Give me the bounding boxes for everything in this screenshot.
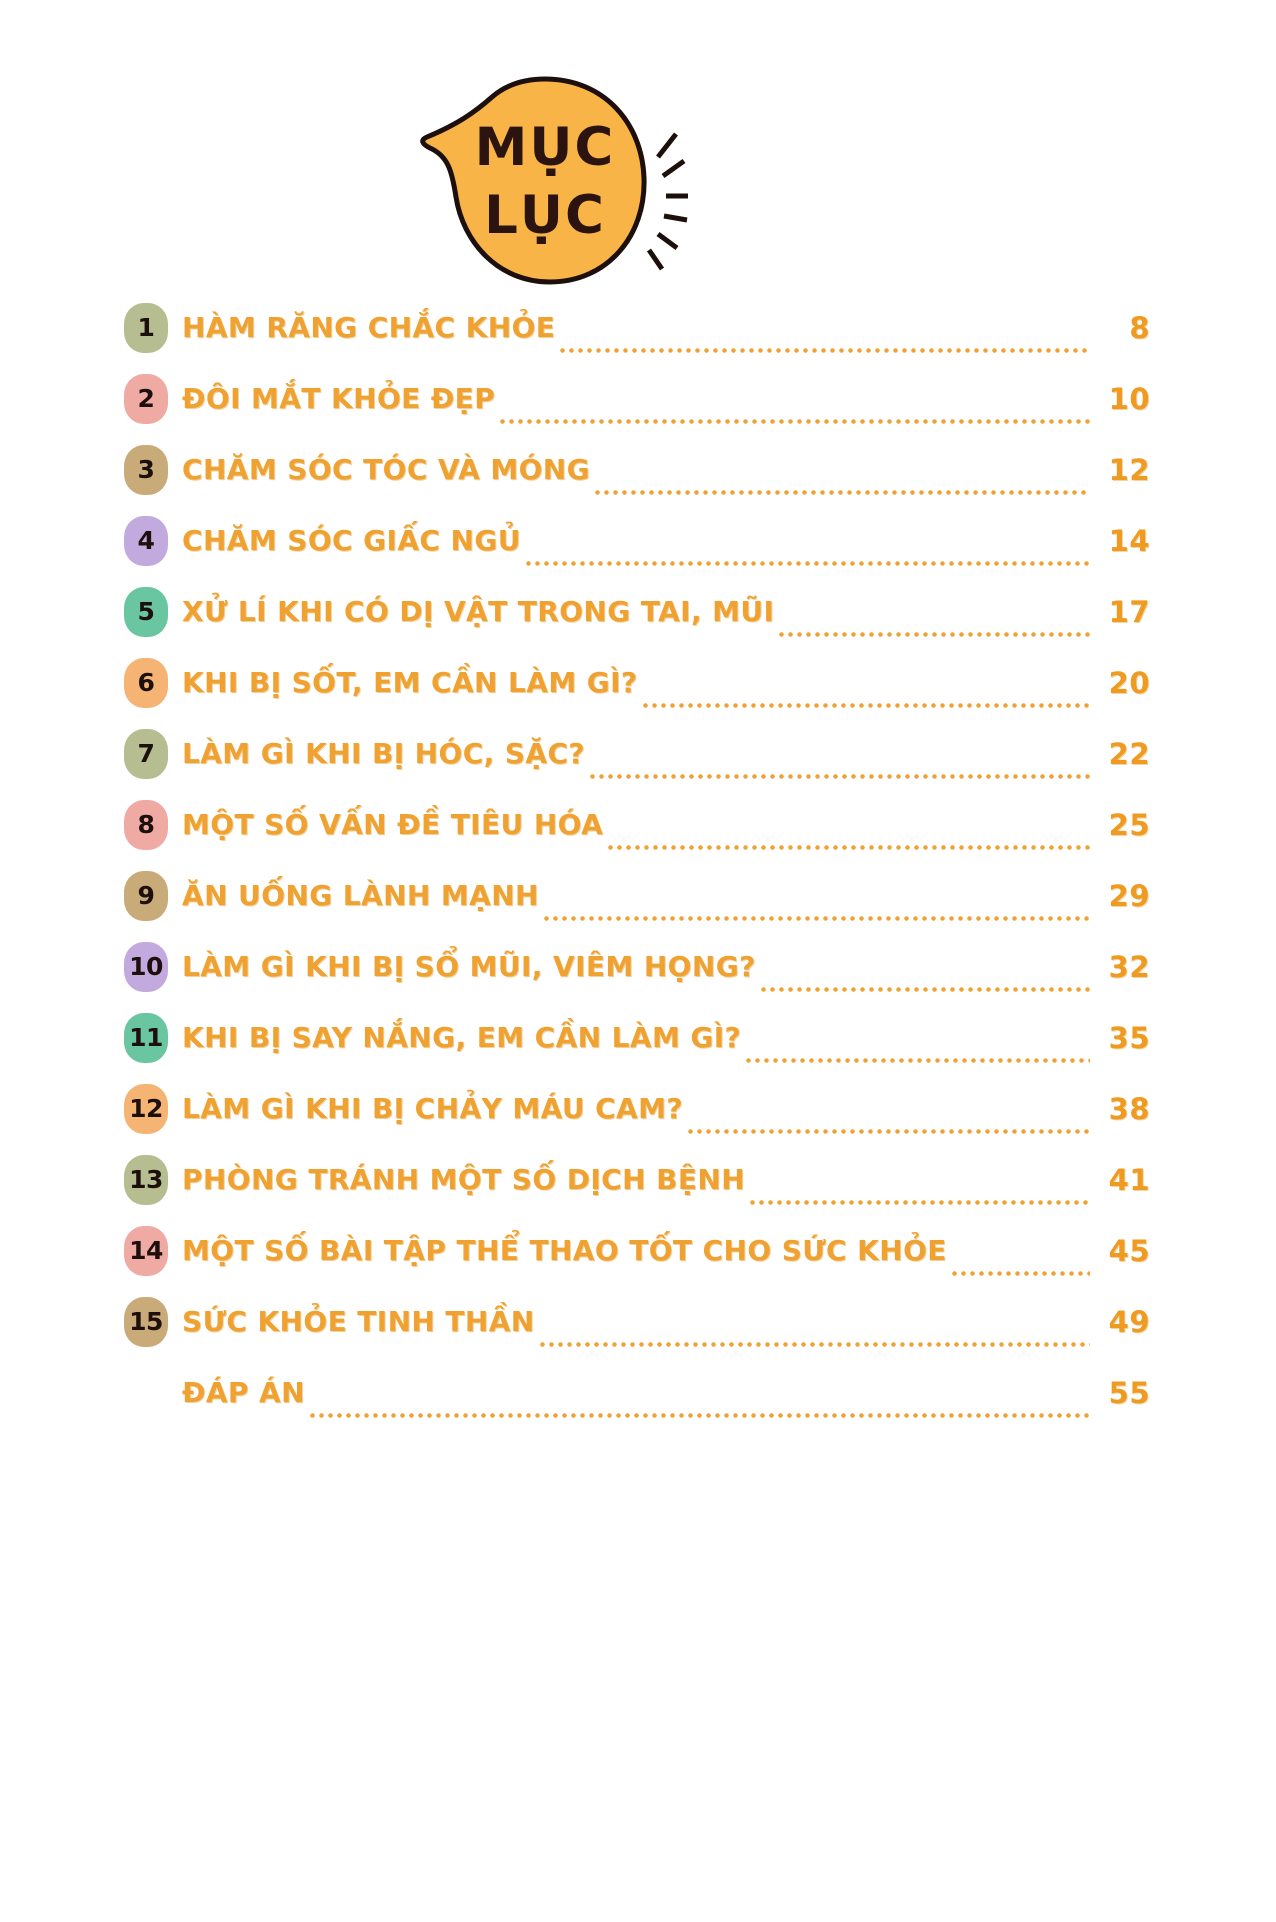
toc-leader-dots	[748, 1179, 1090, 1207]
toc-page-number[interactable]: 17	[1108, 594, 1150, 629]
toc-entry-title[interactable]: KHI BỊ SỐT, EM CẦN LÀM GÌ?	[182, 666, 638, 699]
toc-entry-badge: 14	[124, 1225, 168, 1276]
toc-entry-title[interactable]: HÀM RĂNG CHẮC KHỎE	[182, 311, 556, 344]
toc-entry-badge-empty	[124, 1368, 168, 1418]
toc-entry[interactable]: 14 MỘT SỐ BÀI TẬP THỂ THAO TỐT CHO SỨC KH…	[0, 1215, 1276, 1286]
toc-entry[interactable]: 10 LÀM GÌ KHI BỊ SỔ MŨI, VIÊM HỌNG? 32	[0, 931, 1276, 1002]
toc-entry[interactable]: 1 HÀM RĂNG CHẮC KHỎE 8	[0, 292, 1276, 363]
toc-page-number[interactable]: 29	[1108, 878, 1150, 913]
toc-page-number[interactable]: 12	[1108, 452, 1150, 487]
toc-leader-dots	[606, 824, 1090, 852]
toc-entry-badge: 13	[124, 1154, 168, 1205]
toc-entry-title[interactable]: ĐÔI MẮT KHỎE ĐẸP	[182, 382, 496, 415]
burst-lines-icon	[646, 132, 688, 271]
toc-entry-badge: 8	[124, 799, 168, 850]
table-of-contents: 1 HÀM RĂNG CHẮC KHỎE 8 2 ĐÔI MẮT KHỎE ĐẸP 10 3…	[0, 292, 1276, 1428]
toc-entry-badge: 5	[124, 586, 168, 637]
toc-entry-title[interactable]: MỘT SỐ VẤN ĐỀ TIÊU HÓA	[182, 808, 604, 841]
toc-entry[interactable]: 3 CHĂM SÓC TÓC VÀ MÓNG 12	[0, 434, 1276, 505]
toc-leader-dots	[523, 540, 1090, 568]
toc-leader-dots	[949, 1250, 1090, 1278]
toc-leader-dots	[593, 469, 1090, 497]
speech-bubble-icon	[420, 76, 688, 285]
toc-entry-title[interactable]: CHĂM SÓC TÓC VÀ MÓNG	[182, 453, 590, 486]
toc-page-number[interactable]: 35	[1108, 1020, 1150, 1055]
toc-entry-title[interactable]: LÀM GÌ KHI BỊ CHẢY MÁU CAM?	[182, 1092, 684, 1125]
toc-entry[interactable]: 12 LÀM GÌ KHI BỊ CHẢY MÁU CAM? 38	[0, 1073, 1276, 1144]
toc-entry[interactable]: 11 KHI BỊ SAY NẮNG, EM CẦN LÀM GÌ? 35	[0, 1002, 1276, 1073]
toc-entry[interactable]: 7 LÀM GÌ KHI BỊ HÓC, SẶC? 22	[0, 718, 1276, 789]
toc-entry[interactable]: 8 MỘT SỐ VẤN ĐỀ TIÊU HÓA 25	[0, 789, 1276, 860]
toc-leader-dots	[686, 1108, 1090, 1136]
toc-page-number[interactable]: 20	[1108, 665, 1150, 700]
toc-entry-badge: 7	[124, 728, 168, 779]
toc-page-number[interactable]: 32	[1108, 949, 1150, 984]
toc-entry[interactable]: 6 KHI BỊ SỐT, EM CẦN LÀM GÌ? 20	[0, 647, 1276, 718]
toc-entry-badge: 6	[124, 657, 168, 708]
toc-entry-badge: 10	[124, 941, 168, 992]
toc-leader-dots	[537, 1321, 1090, 1349]
toc-page-number[interactable]: 25	[1108, 807, 1150, 842]
page-header: MỤC LỤC	[0, 70, 1276, 290]
toc-page-number[interactable]: 8	[1129, 310, 1150, 345]
toc-page-number[interactable]: 10	[1108, 381, 1150, 416]
toc-entry-title[interactable]: ĐÁP ÁN	[182, 1376, 305, 1409]
toc-entry-title[interactable]: CHĂM SÓC GIẤC NGỦ	[182, 524, 521, 557]
toc-leader-dots	[498, 398, 1090, 426]
toc-entry[interactable]: 13 PHÒNG TRÁNH MỘT SỐ DỊCH BỆNH 41	[0, 1144, 1276, 1215]
toc-page-number[interactable]: 38	[1108, 1091, 1150, 1126]
toc-entry[interactable]: 2 ĐÔI MẮT KHỎE ĐẸP 10	[0, 363, 1276, 434]
toc-entry-title[interactable]: LÀM GÌ KHI BỊ SỔ MŨI, VIÊM HỌNG?	[182, 950, 756, 983]
toc-leader-dots	[588, 753, 1090, 781]
toc-entry-title[interactable]: KHI BỊ SAY NẮNG, EM CẦN LÀM GÌ?	[182, 1021, 742, 1054]
toc-entry[interactable]: 5 XỬ LÍ KHI CÓ DỊ VẬT TRONG TAI, MŨI 17	[0, 576, 1276, 647]
toc-leader-dots	[640, 682, 1090, 710]
toc-entry[interactable]: 9 ĂN UỐNG LÀNH MẠNH 29	[0, 860, 1276, 931]
toc-entry[interactable]: 15 SỨC KHỎE TINH THẦN 49	[0, 1286, 1276, 1357]
toc-page-number[interactable]: 41	[1108, 1162, 1150, 1197]
toc-page-number[interactable]: 45	[1108, 1233, 1150, 1268]
toc-leader-dots	[541, 895, 1090, 923]
toc-entry-title[interactable]: XỬ LÍ KHI CÓ DỊ VẬT TRONG TAI, MŨI	[182, 595, 775, 628]
toc-entry-badge: 3	[124, 444, 168, 495]
toc-leader-dots	[758, 966, 1090, 994]
toc-entry-title[interactable]: MỘT SỐ BÀI TẬP THỂ THAO TỐT CHO SỨC KHỎE	[182, 1234, 947, 1267]
toc-entry-title[interactable]: PHÒNG TRÁNH MỘT SỐ DỊCH BỆNH	[182, 1163, 746, 1196]
toc-entry-badge: 15	[124, 1296, 168, 1347]
toc-page-number[interactable]: 49	[1108, 1304, 1150, 1339]
toc-page-number[interactable]: 22	[1108, 736, 1150, 771]
toc-entry-title[interactable]: SỨC KHỎE TINH THẦN	[182, 1305, 535, 1338]
toc-leader-dots	[307, 1392, 1090, 1420]
toc-entry-badge: 4	[124, 515, 168, 566]
toc-page-number[interactable]: 14	[1108, 523, 1150, 558]
toc-entry[interactable]: 4 CHĂM SÓC GIẤC NGỦ 14	[0, 505, 1276, 576]
toc-entry-badge: 1	[124, 302, 168, 353]
toc-leader-dots	[558, 327, 1090, 355]
toc-entry-badge: 12	[124, 1083, 168, 1134]
toc-leader-dots	[744, 1037, 1090, 1065]
toc-entry-title[interactable]: ĂN UỐNG LÀNH MẠNH	[182, 879, 539, 912]
toc-entry-badge: 9	[124, 870, 168, 921]
toc-leader-dots	[777, 611, 1090, 639]
toc-entry-badge: 2	[124, 373, 168, 424]
toc-entry-title[interactable]: LÀM GÌ KHI BỊ HÓC, SẶC?	[182, 737, 586, 770]
toc-entry-badge: 11	[124, 1012, 168, 1063]
toc-entry[interactable]: ĐÁP ÁN 55	[0, 1357, 1276, 1428]
toc-page-number[interactable]: 55	[1108, 1375, 1150, 1410]
